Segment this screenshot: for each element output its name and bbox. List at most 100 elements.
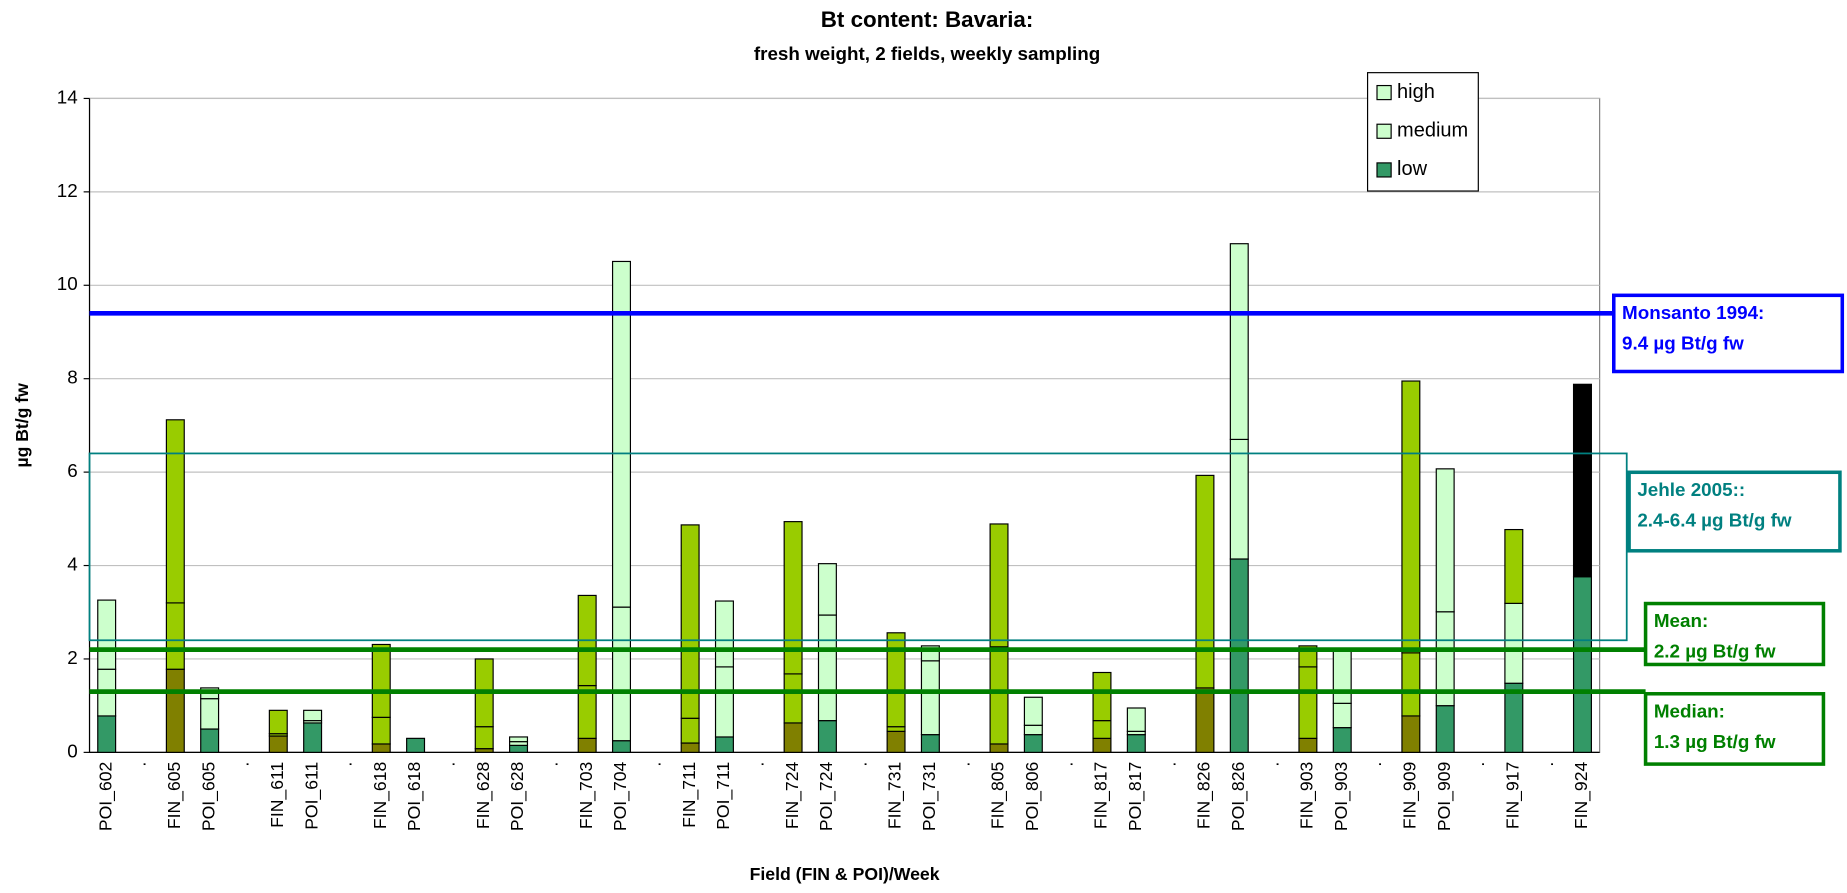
bar-segment [165, 419, 185, 604]
bar-segment [1332, 649, 1352, 704]
bar-segment [1126, 707, 1146, 732]
x-tick-label: FIN_924 [1571, 762, 1592, 830]
x-tick-label: POI_817 [1125, 762, 1146, 831]
legend-swatch [1376, 84, 1392, 101]
bar-segment [611, 260, 632, 608]
legend-swatch [1376, 123, 1392, 139]
bar-segment [303, 722, 323, 753]
bar-segment [1023, 724, 1043, 736]
x-tick-label: . [953, 762, 973, 767]
bar-segment [371, 743, 391, 753]
x-tick-label: FIN_628 [473, 762, 494, 830]
legend-swatch [1376, 162, 1392, 178]
bar-segment [577, 737, 597, 753]
bar-segment [817, 614, 837, 722]
y-tick-label: 4 [67, 554, 77, 575]
x-tick-label: POI_704 [610, 762, 631, 832]
bar-segment [1229, 558, 1249, 753]
y-axis-label: µg Bt/g fw [12, 383, 32, 468]
bar-segment [268, 709, 288, 735]
x-tick-label: . [541, 762, 561, 767]
bar-segment [1126, 734, 1146, 753]
y-tick-label: 8 [67, 367, 77, 388]
bar-segment [886, 632, 906, 728]
bar-segment [474, 726, 494, 750]
x-tick-label: . [439, 762, 459, 767]
legend-label: low [1397, 158, 1428, 180]
annotation-text: 2.4-6.4 µg Bt/g fw [1637, 510, 1792, 531]
x-tick-label: POI_903 [1331, 762, 1352, 832]
x-tick-label: FIN_731 [885, 762, 906, 829]
bar-segment [1298, 737, 1318, 753]
bar-segment [1229, 243, 1249, 441]
bar-segment [1332, 727, 1352, 753]
bar-segment [714, 736, 734, 753]
plot-area [88, 97, 1601, 753]
x-tick-label: FIN_805 [988, 762, 1009, 830]
bar-segment [406, 737, 426, 753]
x-tick-label: . [1262, 762, 1282, 767]
annotation-text: Median: [1654, 701, 1725, 722]
bar-segment [989, 523, 1009, 648]
x-tick-label: FIN_703 [576, 762, 597, 830]
annotation-text: Mean: [1654, 610, 1708, 631]
x-tick-label: FIN_903 [1297, 762, 1318, 830]
bar-segment [371, 643, 391, 718]
annotation-box [1643, 601, 1826, 667]
bar-segment [200, 698, 220, 730]
x-tick-label: POI_602 [95, 762, 116, 831]
bar-segment [714, 600, 734, 668]
bar-segment [509, 744, 529, 753]
bar-segment [1572, 383, 1592, 578]
annotation-text: 1.3 µg Bt/g fw [1654, 731, 1776, 752]
bar-segment [1023, 696, 1043, 726]
bar-segment [989, 743, 1009, 753]
x-tick-label: FIN_611 [267, 762, 288, 828]
annotation-box [1643, 692, 1826, 766]
bar-segment [783, 521, 803, 675]
chart-subtitle: fresh weight, 2 fields, weekly sampling [754, 43, 1100, 64]
x-tick-label: . [747, 762, 767, 767]
legend-label: high [1397, 81, 1435, 103]
x-tick-label: . [1365, 762, 1385, 767]
bar-segment [371, 716, 391, 745]
bar-segment [817, 563, 837, 616]
annotation-box [1627, 470, 1842, 553]
x-tick-label: POI_724 [816, 762, 837, 832]
bar-segment [1401, 380, 1421, 654]
x-tick-label: FIN_605 [164, 762, 185, 830]
x-tick-label: . [233, 762, 253, 767]
bar-segment [680, 717, 700, 744]
bar-segment [1332, 702, 1352, 729]
x-tick-label: FIN_909 [1399, 762, 1420, 829]
y-tick-label: 10 [57, 273, 78, 294]
bar-segment [920, 734, 940, 753]
x-tick-label: FIN_917 [1502, 762, 1523, 829]
bar-segment [1401, 652, 1421, 717]
bar-segment [1229, 438, 1249, 560]
bar-segment [165, 668, 185, 753]
bar-segment [97, 599, 117, 670]
bar-segment [1092, 737, 1112, 753]
y-tick-label: 2 [67, 647, 77, 668]
bar-segment [680, 524, 700, 719]
bar-segment [1298, 666, 1318, 739]
x-tick-label: POI_806 [1022, 762, 1043, 832]
chart-title: Bt content: Bavaria: [821, 7, 1034, 32]
bar-segment [886, 730, 906, 753]
bar-segment [611, 606, 632, 742]
x-tick-label: . [644, 762, 664, 767]
annotation-text: 2.2 µg Bt/g fw [1654, 641, 1776, 662]
x-axis-label: Field (FIN & POI)/Week [750, 864, 940, 884]
bar-segment [783, 673, 803, 724]
bar-segment [165, 602, 185, 670]
y-tick-label: 0 [67, 740, 77, 761]
bar-segment [303, 709, 323, 722]
bar-segment [989, 646, 1009, 745]
bar-segment [1195, 474, 1215, 689]
x-tick-label: . [850, 762, 870, 767]
annotation-box [1612, 293, 1845, 374]
bar-segment [920, 660, 940, 736]
bar-segment [1435, 705, 1455, 753]
